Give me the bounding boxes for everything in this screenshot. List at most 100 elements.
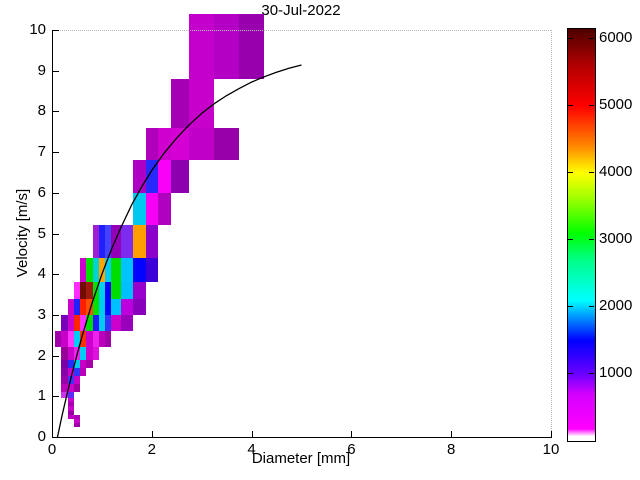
heatmap-cell	[73, 375, 81, 385]
heatmap-cell	[145, 225, 159, 258]
heatmap-cell	[120, 282, 134, 299]
y-tick	[53, 192, 59, 194]
x-tick	[251, 431, 253, 437]
x-tick	[551, 431, 552, 437]
colorbar-tick-left	[568, 172, 573, 174]
heatmap-cell	[92, 347, 99, 360]
heatmap-cell	[120, 298, 134, 315]
heatmap-cell	[145, 127, 159, 161]
y-tick	[53, 274, 59, 276]
heatmap-cell	[133, 282, 146, 299]
heatmap-cell	[170, 160, 190, 193]
heatmap-cell	[73, 384, 81, 393]
heatmap-cell	[111, 314, 121, 332]
colorbar-tick-left	[568, 239, 573, 241]
colorbar-tick-label: 4000	[599, 163, 633, 181]
heatmap-cell	[145, 160, 159, 193]
heatmap-cell	[158, 160, 171, 193]
heatmap-cell	[111, 225, 121, 258]
heatmap-cell	[120, 225, 134, 258]
heatmap-cell	[189, 78, 215, 128]
heatmap-cell	[111, 257, 121, 283]
colorbar-tick-label: 2000	[599, 297, 633, 315]
y-tick	[53, 111, 59, 113]
heatmap-cell	[73, 422, 81, 427]
x-tick-label: 10	[542, 441, 560, 458]
axis-left-spine	[52, 30, 53, 438]
axis-top-spine	[52, 30, 551, 31]
heatmap-cell	[145, 257, 159, 283]
colorbar-tick-right	[589, 38, 594, 40]
heatmap-cell	[120, 314, 134, 332]
y-tick	[53, 396, 59, 398]
colorbar	[567, 28, 596, 442]
y-tick	[53, 152, 59, 154]
y-tick-label: 8	[37, 102, 46, 120]
heatmap-cell	[111, 282, 121, 299]
heatmap-cell	[133, 192, 146, 226]
y-tick	[53, 30, 59, 31]
x-tick-label: 0	[47, 441, 57, 458]
heatmap-cell	[158, 192, 171, 226]
y-tick-label: 9	[37, 61, 46, 79]
colorbar-tick-right	[589, 239, 594, 241]
y-tick-label: 1	[37, 387, 46, 405]
x-tick-label: 8	[447, 441, 456, 458]
heatmap-cell	[170, 127, 190, 161]
heatmap-cell	[214, 127, 240, 161]
y-tick	[53, 233, 59, 235]
heatmap-cell	[111, 298, 121, 315]
heatmap-cell	[133, 225, 146, 258]
x-tick-label: 6	[347, 441, 356, 458]
colorbar-tick-left	[568, 105, 573, 107]
x-tick-label: 2	[147, 441, 156, 458]
colorbar-tick-left	[568, 373, 573, 374]
heatmap-cell	[133, 298, 146, 315]
y-tick	[53, 70, 59, 72]
heatmap-cell	[239, 13, 265, 79]
heatmap-cell	[86, 359, 93, 368]
axis-right-spine	[551, 30, 552, 437]
colorbar-tick-label: 6000	[599, 29, 633, 47]
colorbar-tick-label: 1000	[599, 364, 633, 381]
x-axis-label: Diameter [mm]	[251, 450, 351, 467]
y-tick	[53, 437, 59, 438]
colorbar-tick-left	[568, 306, 573, 308]
heatmap-cell	[80, 367, 87, 376]
x-tick	[451, 431, 453, 437]
heatmap-cell	[120, 257, 134, 283]
heatmap-cell	[170, 78, 190, 128]
heatmap-cell	[133, 257, 146, 283]
colorbar-tick-label: 5000	[599, 96, 633, 114]
colorbar-tick-right	[589, 172, 594, 174]
heatmap-cell	[145, 192, 159, 226]
x-tick	[351, 431, 353, 437]
colorbar-tick-right	[589, 105, 594, 107]
heatmap-cell	[214, 13, 240, 79]
colorbar-tick-label: 3000	[599, 230, 633, 248]
y-tick-label: 0	[37, 428, 46, 445]
heatmap-cell	[189, 13, 215, 79]
y-tick-label: 10	[29, 21, 46, 38]
axis-bottom-spine	[52, 437, 552, 438]
chart-title: 30-Jul-2022	[261, 2, 341, 19]
heatmap-cell	[158, 127, 171, 161]
x-tick	[151, 431, 153, 437]
y-tick-label: 4	[37, 265, 46, 283]
y-tick-label: 5	[37, 224, 46, 242]
x-tick-label: 4	[247, 441, 256, 458]
colorbar-tick-right	[589, 373, 594, 374]
colorbar-tick-left	[568, 38, 573, 40]
x-tick	[52, 431, 53, 437]
y-tick-label: 2	[37, 346, 46, 364]
y-tick	[53, 314, 59, 316]
y-tick	[53, 355, 59, 357]
y-tick-label: 6	[37, 183, 46, 201]
heatmap-cell	[189, 127, 215, 161]
heatmap-cell	[133, 160, 146, 193]
colorbar-tick-right	[589, 306, 594, 308]
heatmap-cell	[104, 331, 112, 348]
y-tick-label: 7	[37, 143, 46, 161]
